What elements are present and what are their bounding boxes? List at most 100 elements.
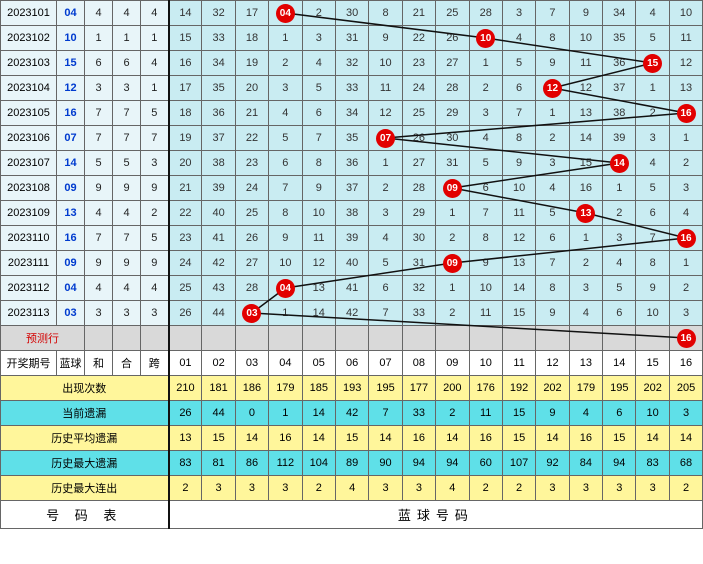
grid-cell: 35 (603, 26, 636, 51)
stats-value: 83 (169, 451, 202, 476)
footer-left: 号 码 表 (1, 501, 169, 529)
table-row: 20231010444414321704230821252837934410 (1, 1, 703, 26)
kua-cell: 4 (141, 1, 169, 26)
grid-cell: 6 (369, 276, 402, 301)
predict-cell (402, 326, 435, 351)
grid-cell: 09 (436, 251, 469, 276)
grid-cell: 7 (502, 101, 535, 126)
blue-value: 07 (57, 126, 85, 151)
grid-cell: 10 (636, 301, 669, 326)
stats-row: 历史最大遗漏8381861121048990949460107928494836… (1, 451, 703, 476)
grid-cell: 12 (302, 251, 335, 276)
stats-value: 193 (335, 376, 368, 401)
he-cell: 3 (85, 301, 113, 326)
stats-value: 2 (436, 401, 469, 426)
grid-cell: 4 (369, 226, 402, 251)
grid-cell: 18 (235, 26, 268, 51)
grid-cell: 10 (469, 276, 502, 301)
stats-row: 出现次数210181186179185193195177200176192202… (1, 376, 703, 401)
grid-cell: 39 (202, 176, 235, 201)
grid-cell: 28 (235, 276, 268, 301)
footer-right: 蓝球号码 (169, 501, 703, 529)
grid-cell: 09 (436, 176, 469, 201)
predict-label: 预测行 (1, 326, 85, 351)
kua-cell: 2 (141, 201, 169, 226)
grid-cell: 6 (603, 301, 636, 326)
stats-value: 179 (269, 376, 302, 401)
grid-cell: 27 (235, 251, 268, 276)
grid-cell: 38 (603, 101, 636, 126)
grid-cell: 4 (536, 176, 569, 201)
stats-value: 1 (269, 401, 302, 426)
grid-cell: 1 (436, 276, 469, 301)
header-num: 12 (536, 351, 569, 376)
grid-cell: 25 (235, 201, 268, 226)
stats-value: 205 (669, 376, 702, 401)
blue-value: 15 (57, 51, 85, 76)
grid-cell: 5 (603, 276, 636, 301)
stats-value: 4 (569, 401, 602, 426)
grid-cell: 14 (169, 1, 202, 26)
grid-cell: 11 (669, 26, 702, 51)
grid-cell: 8 (536, 276, 569, 301)
he-cell: 7 (85, 101, 113, 126)
grid-cell: 8 (469, 226, 502, 251)
grid-cell: 27 (402, 151, 435, 176)
grid-cell: 2 (436, 226, 469, 251)
grid-cell: 25 (169, 276, 202, 301)
grid-cell: 12 (569, 76, 602, 101)
stats-value: 14 (536, 426, 569, 451)
grid-cell: 1 (436, 201, 469, 226)
stats-value: 15 (603, 426, 636, 451)
grid-cell: 7 (469, 201, 502, 226)
he-cell: 9 (85, 251, 113, 276)
stats-label: 历史最大连出 (1, 476, 169, 501)
he-cell: 7 (85, 126, 113, 151)
grid-cell: 13 (569, 101, 602, 126)
grid-cell: 11 (302, 226, 335, 251)
period-cell: 2023105 (1, 101, 57, 126)
stats-value: 44 (202, 401, 235, 426)
grid-cell: 2 (669, 276, 702, 301)
stats-value: 15 (502, 401, 535, 426)
grid-cell: 11 (502, 201, 535, 226)
grid-cell: 5 (302, 76, 335, 101)
grid-cell: 5 (636, 26, 669, 51)
stats-value: 2 (169, 476, 202, 501)
stats-value: 195 (369, 376, 402, 401)
grid-cell: 6 (636, 201, 669, 226)
blue-value: 09 (57, 176, 85, 201)
grid-cell: 14 (603, 151, 636, 176)
header-heb: 合 (113, 351, 141, 376)
heb-cell: 4 (113, 201, 141, 226)
period-cell: 2023110 (1, 226, 57, 251)
stats-value: 181 (202, 376, 235, 401)
stats-value: 68 (669, 451, 702, 476)
stats-label: 历史平均遗漏 (1, 426, 169, 451)
grid-cell: 6 (502, 76, 535, 101)
table-row: 2023111099992442271012405310991372481 (1, 251, 703, 276)
stats-value: 3 (235, 476, 268, 501)
grid-cell: 18 (169, 101, 202, 126)
grid-cell: 3 (636, 126, 669, 151)
grid-cell: 2 (369, 176, 402, 201)
predict-cell (335, 326, 368, 351)
stats-value: 89 (335, 451, 368, 476)
stats-value: 83 (636, 451, 669, 476)
blue-value: 09 (57, 251, 85, 276)
grid-cell: 1 (669, 126, 702, 151)
grid-cell: 4 (269, 101, 302, 126)
grid-cell: 36 (335, 151, 368, 176)
stats-value: 2 (302, 476, 335, 501)
grid-cell: 1 (636, 76, 669, 101)
grid-cell: 26 (402, 126, 435, 151)
grid-cell: 10 (369, 51, 402, 76)
stats-value: 185 (302, 376, 335, 401)
predict-blank (113, 326, 141, 351)
grid-cell: 32 (202, 1, 235, 26)
kua-cell: 4 (141, 276, 169, 301)
grid-cell: 19 (235, 51, 268, 76)
predict-cell (636, 326, 669, 351)
stats-value: 94 (402, 451, 435, 476)
stats-value: 3 (202, 476, 235, 501)
